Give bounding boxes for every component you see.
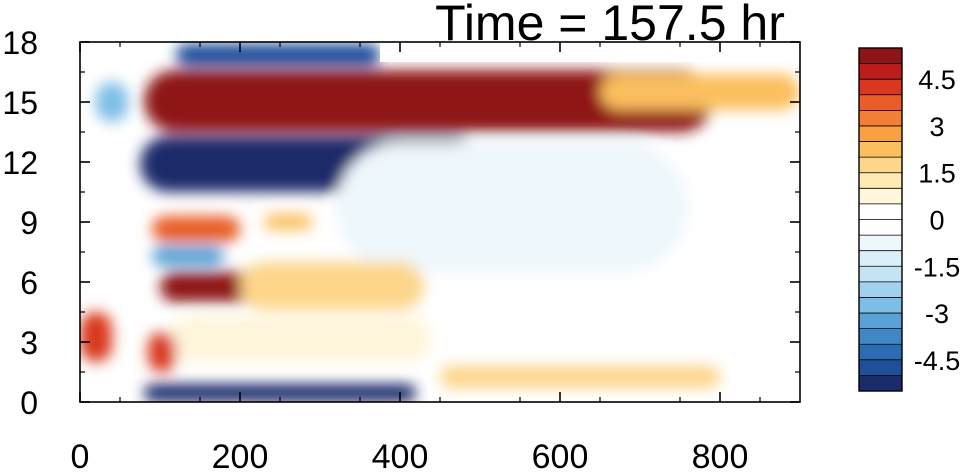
colorbar-swatch bbox=[859, 94, 902, 111]
field-feature bbox=[336, 142, 688, 272]
colorbar-swatch bbox=[859, 188, 902, 205]
field-feature bbox=[96, 82, 128, 122]
colorbar-swatch bbox=[859, 297, 902, 314]
y-tick-label: 12 bbox=[2, 145, 38, 181]
x-tick-label: 600 bbox=[532, 438, 589, 473]
colorbar: 4.5 3 1.5 0 -1.5 -3 -4.5 bbox=[858, 47, 961, 392]
colorbar-swatch bbox=[859, 110, 902, 127]
colorbar-swatch bbox=[859, 141, 902, 158]
colorbar-swatch bbox=[859, 250, 902, 267]
field-feature bbox=[240, 262, 424, 310]
field-feature bbox=[148, 332, 176, 372]
chart-title: Time = 157.5 hr bbox=[435, 0, 785, 51]
colorbar-swatch bbox=[859, 328, 902, 345]
axis-layer: 0 200 400 600 800 0 3 6 9 12 15 18 bbox=[2, 25, 800, 473]
colorbar-tick-label: 3 bbox=[929, 112, 944, 142]
y-tick-label: 3 bbox=[20, 325, 38, 361]
y-tick-label: 9 bbox=[20, 205, 38, 241]
field-feature bbox=[80, 312, 112, 362]
x-tick-label: 800 bbox=[692, 438, 749, 473]
title-mask bbox=[380, 42, 800, 62]
field-feature bbox=[168, 316, 432, 362]
colorbar-swatch bbox=[859, 235, 902, 252]
field-feature bbox=[144, 384, 416, 402]
field-feature bbox=[160, 272, 264, 302]
y-tick-label: 18 bbox=[2, 25, 38, 61]
field-feature bbox=[152, 216, 240, 242]
field-feature bbox=[600, 74, 800, 110]
y-tick-label: 15 bbox=[2, 85, 38, 121]
x-tick-label: 400 bbox=[372, 438, 429, 473]
colorbar-swatch bbox=[859, 219, 902, 236]
colorbar-swatch bbox=[859, 359, 902, 376]
colorbar-swatch bbox=[859, 313, 902, 330]
field-feature bbox=[144, 70, 712, 132]
y-tick-label: 0 bbox=[20, 385, 38, 421]
colorbar-tick-label: -3 bbox=[925, 299, 949, 329]
colorbar-swatch bbox=[859, 375, 902, 392]
colorbar-tick-label: 4.5 bbox=[918, 65, 956, 95]
plot-area bbox=[80, 42, 800, 402]
colorbar-swatch bbox=[859, 281, 902, 298]
colorbar-swatch bbox=[859, 79, 902, 96]
colorbar-frame bbox=[858, 47, 903, 392]
colorbar-swatch bbox=[859, 63, 902, 80]
x-tick-label: 200 bbox=[212, 438, 269, 473]
colorbar-swatch bbox=[859, 266, 902, 283]
field-feature bbox=[176, 44, 380, 66]
colorbar-tick-label: 1.5 bbox=[918, 159, 956, 189]
x-tick-label: 0 bbox=[71, 438, 90, 473]
colorbar-tick-label: -4.5 bbox=[914, 346, 961, 376]
colorbar-tick-label: 0 bbox=[929, 206, 944, 236]
field-feature bbox=[152, 246, 224, 266]
field-layer bbox=[80, 44, 800, 402]
colorbar-swatch bbox=[859, 172, 902, 189]
field-feature bbox=[264, 214, 312, 230]
colorbar-tick-label: -1.5 bbox=[914, 252, 961, 282]
colorbar-swatch bbox=[859, 157, 902, 174]
y-tick-label: 6 bbox=[20, 265, 38, 301]
colorbar-swatch bbox=[859, 48, 902, 65]
colorbar-swatch bbox=[859, 344, 902, 361]
field-feature bbox=[440, 366, 720, 388]
colorbar-swatch bbox=[859, 203, 902, 220]
colorbar-swatch bbox=[859, 125, 902, 143]
